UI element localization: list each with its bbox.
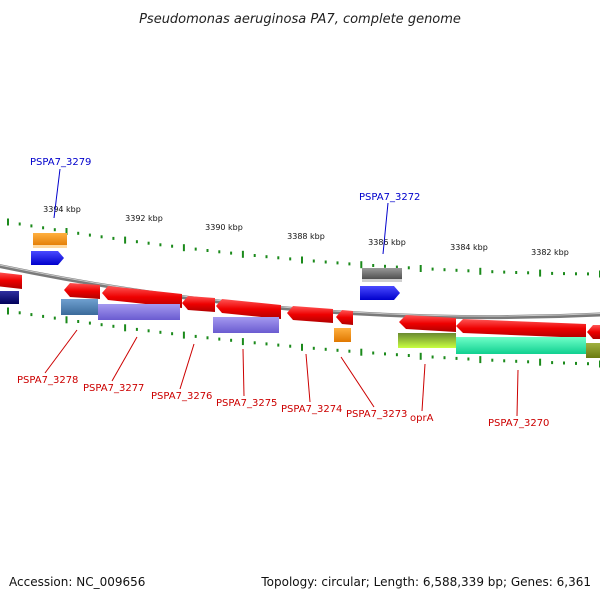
features-bottom-strand bbox=[0, 283, 600, 358]
gene-feature[interactable] bbox=[98, 304, 180, 320]
gene-label[interactable]: oprA bbox=[410, 413, 434, 424]
scale-label: 3390 kbp bbox=[205, 223, 243, 232]
gene-feature[interactable] bbox=[362, 268, 402, 281]
gene-feature[interactable] bbox=[102, 286, 182, 308]
scale-label: 3388 kbp bbox=[287, 232, 325, 241]
gene-label[interactable]: PSPA7_3278 bbox=[17, 375, 78, 386]
gene-label[interactable]: PSPA7_3276 bbox=[151, 391, 212, 402]
gene-label[interactable]: PSPA7_3275 bbox=[216, 398, 277, 409]
gene-feature[interactable] bbox=[586, 343, 600, 358]
gene-label[interactable]: PSPA7_3279 bbox=[30, 157, 91, 168]
scale-label: 3386 kbp bbox=[368, 238, 406, 247]
gene-feature[interactable] bbox=[0, 272, 22, 289]
gene-feature[interactable] bbox=[182, 296, 215, 312]
gene-feature[interactable] bbox=[33, 233, 67, 247]
scale-ticks-lower bbox=[7, 307, 600, 368]
gene-label[interactable]: PSPA7_3270 bbox=[488, 418, 549, 429]
gene-feature[interactable] bbox=[287, 306, 333, 323]
gene-label[interactable]: PSPA7_3277 bbox=[83, 383, 144, 394]
gene-feature[interactable] bbox=[336, 310, 353, 325]
features-top-strand bbox=[0, 233, 402, 300]
scale-label: 3384 kbp bbox=[450, 243, 488, 252]
gene-label[interactable]: PSPA7_3272 bbox=[359, 192, 420, 203]
gene-feature[interactable] bbox=[399, 315, 456, 332]
gene-feature[interactable] bbox=[64, 283, 100, 299]
scale-label: 3392 kbp bbox=[125, 214, 163, 223]
scale-ticks-upper bbox=[7, 218, 600, 278]
label-leader-lines bbox=[44, 168, 519, 417]
gene-feature-shadow bbox=[33, 245, 67, 248]
scale-labels: 3394 kbp 3392 kbp 3390 kbp 3388 kbp 3386… bbox=[43, 205, 569, 257]
scale-label: 3394 kbp bbox=[43, 205, 81, 214]
gene-feature[interactable] bbox=[31, 251, 64, 265]
gene-feature[interactable] bbox=[334, 328, 351, 342]
gene-feature[interactable] bbox=[216, 299, 281, 319]
gene-feature[interactable] bbox=[398, 333, 456, 348]
gene-feature-shadow bbox=[362, 279, 402, 282]
scale-label: 3382 kbp bbox=[531, 248, 569, 257]
gene-feature[interactable] bbox=[61, 299, 98, 315]
gene-feature[interactable] bbox=[360, 286, 400, 300]
gene-feature[interactable] bbox=[213, 317, 279, 333]
gene-label[interactable]: PSPA7_3274 bbox=[281, 404, 342, 415]
gene-feature[interactable] bbox=[456, 319, 586, 338]
gene-feature[interactable] bbox=[0, 291, 19, 304]
page-title: Pseudomonas aeruginosa PA7, complete gen… bbox=[139, 12, 461, 27]
gene-feature[interactable] bbox=[456, 337, 586, 354]
gene-feature[interactable] bbox=[587, 325, 600, 339]
genome-summary-text: Topology: circular; Length: 6,588,339 bp… bbox=[261, 575, 591, 589]
gene-labels: PSPA7_3279 PSPA7_3272 PSPA7_3278 PSPA7_3… bbox=[17, 157, 549, 429]
gene-label[interactable]: PSPA7_3273 bbox=[346, 409, 407, 420]
accession-text: Accession: NC_009656 bbox=[9, 575, 146, 589]
